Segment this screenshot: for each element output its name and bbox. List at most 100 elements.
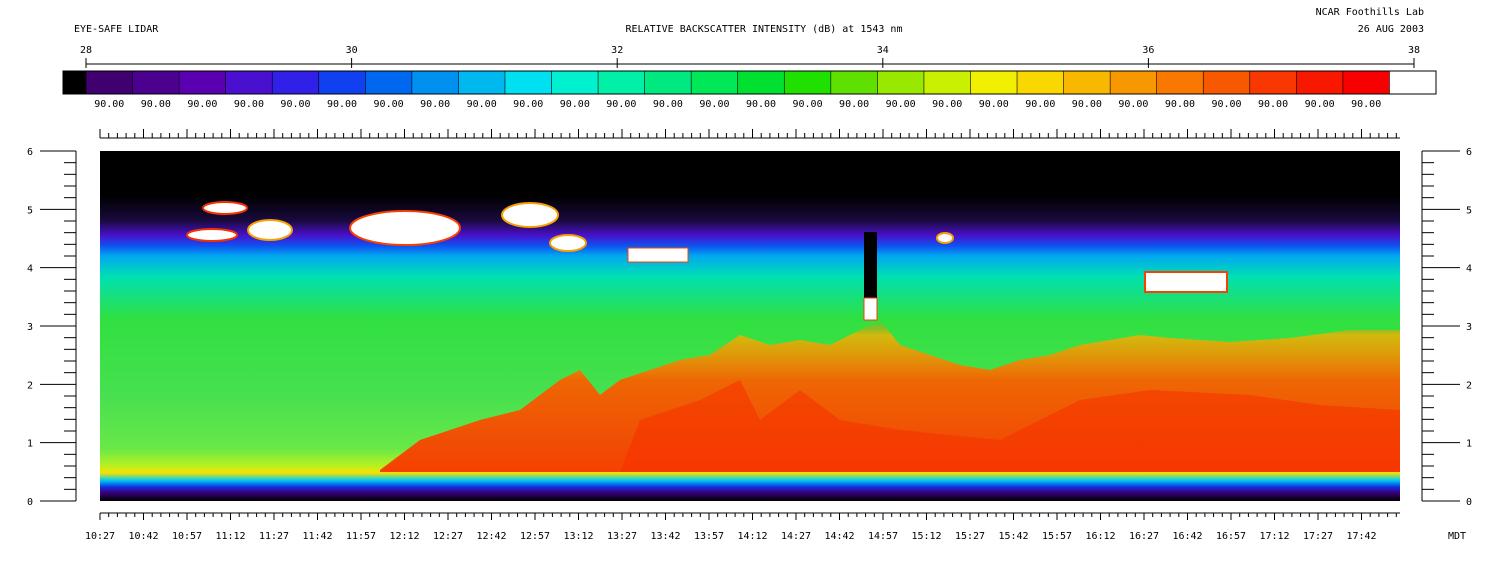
colorbar-bin: [225, 71, 273, 94]
x-axis-label: 15:12: [911, 531, 941, 542]
cloud-6: [549, 234, 587, 252]
colorbar-bin-label: 90.00: [94, 99, 124, 110]
colorbar-bin: [1063, 71, 1111, 94]
cloud-9: [936, 232, 954, 244]
colorbar-scale: 28 30 32 34 36 38: [80, 45, 1420, 68]
colorbar-bin-label: 90.00: [606, 99, 636, 110]
x-axis-label: 15:27: [955, 531, 985, 542]
colorbar-bin: [551, 71, 599, 94]
colorbar-bin-label: 90.00: [234, 99, 264, 110]
colorbar-bins: [62, 71, 1437, 94]
colorbar-bin-label: 90.00: [420, 99, 450, 110]
y-axis-left: 0 1 2 3 4 5 6: [27, 147, 77, 508]
y-axis-label: 0: [27, 497, 33, 508]
colorbar-bin: [830, 71, 878, 94]
colorbar-bin: [63, 71, 87, 94]
colorbar-bin: [132, 71, 180, 94]
colorbar-values: 90.00 90.00 90.00 90.00 90.00 90.00 90.00 90.00…: [94, 99, 1381, 110]
cloud-4: [349, 210, 461, 246]
colorbar-bin: [1249, 71, 1297, 94]
x-axis-label: 12:57: [520, 531, 550, 542]
colorbar-bin-label: 90.00: [1025, 99, 1055, 110]
colorbar-scale-label: 36: [1142, 45, 1154, 56]
x-axis-label: 14:42: [824, 531, 854, 542]
data-gap-base: [863, 297, 878, 321]
colorbar-bin: [1156, 71, 1204, 94]
x-axis-label: 14:12: [737, 531, 767, 542]
x-axis-label: 16:42: [1172, 531, 1202, 542]
x-axis-bottom: 10:27 10:42 10:57 11:12 11:27 11:42 11:57 12:12…: [85, 512, 1400, 542]
colorbar-scale-label: 38: [1408, 45, 1420, 56]
date-label: 26 AUG 2003: [1358, 24, 1424, 35]
colorbar-bin-label: 90.00: [792, 99, 822, 110]
colorbar-bin: [1296, 71, 1344, 94]
colorbar-frame: [62, 70, 1437, 95]
y-axis-label: 1: [1466, 439, 1472, 450]
colorbar-bin: [877, 71, 925, 94]
colorbar-bin: [411, 71, 460, 94]
colorbar-bin: [1342, 71, 1391, 94]
x-axis-top: [99, 129, 1400, 139]
chart-title: RELATIVE BACKSCATTER INTENSITY (dB) at 1…: [626, 24, 903, 35]
colorbar-bin: [86, 71, 134, 94]
colorbar-bin: [691, 71, 739, 94]
colorbar-bin: [923, 71, 972, 94]
x-axis-label: 16:27: [1129, 531, 1159, 542]
boundary-layer-core: [620, 380, 1400, 472]
cloud-2: [186, 228, 238, 242]
cloud-8: [1144, 271, 1228, 293]
colorbar-scale-label: 28: [80, 45, 92, 56]
x-axis-label: 13:12: [563, 531, 593, 542]
x-axis-label: 12:12: [389, 531, 419, 542]
plot-area: [100, 151, 1400, 501]
colorbar-bin-label: 90.00: [187, 99, 217, 110]
colorbar-bin: [179, 71, 227, 94]
colorbar-bin: [365, 71, 413, 94]
colorbar-bin-label: 90.00: [653, 99, 683, 110]
colorbar-bin: [737, 71, 785, 94]
x-axis-label: 10:42: [128, 531, 158, 542]
colorbar-bin-label: 90.00: [560, 99, 590, 110]
colorbar-scale-label: 32: [611, 45, 623, 56]
y-axis-label: 2: [27, 380, 33, 391]
y-axis-label: 3: [1466, 322, 1472, 333]
colorbar-bin-label: 90.00: [1351, 99, 1381, 110]
colorbar-bin-label: 90.00: [374, 99, 404, 110]
x-axis-label: 12:42: [476, 531, 506, 542]
x-axis-label: 15:42: [998, 531, 1028, 542]
colorbar-scale-label: 34: [877, 45, 889, 56]
x-axis-label: 10:57: [172, 531, 202, 542]
colorbar-bin-label: 90.00: [513, 99, 543, 110]
colorbar-bin-label: 90.00: [1258, 99, 1288, 110]
colorbar-bin: [644, 71, 692, 94]
x-axis-label: 17:27: [1303, 531, 1333, 542]
colorbar-bin: [1110, 71, 1158, 94]
colorbar-bin-label: 90.00: [327, 99, 357, 110]
x-axis-label: 11:42: [302, 531, 332, 542]
colorbar-bin: [1017, 71, 1065, 94]
colorbar-bin-label: 90.00: [467, 99, 497, 110]
x-axis-label: 17:12: [1259, 531, 1289, 542]
y-axis-label: 3: [27, 322, 33, 333]
x-axis-label: 17:42: [1346, 531, 1376, 542]
x-axis-label: 11:12: [215, 531, 245, 542]
colorbar-bin: [318, 71, 366, 94]
colorbar-bin-label: 90.00: [839, 99, 869, 110]
x-axis-label: 13:42: [650, 531, 680, 542]
y-axis-label: 6: [27, 147, 33, 158]
cloud-1: [202, 201, 248, 215]
x-axis-label: 10:27: [85, 531, 115, 542]
y-axis-label: 5: [27, 205, 33, 216]
colorbar-bin-label: 90.00: [746, 99, 776, 110]
colorbar-scale-label: 30: [346, 45, 358, 56]
instrument-title: EYE-SAFE LIDAR: [74, 24, 159, 35]
x-axis-label: 14:27: [781, 531, 811, 542]
cloud-7: [627, 247, 689, 263]
colorbar-bin: [1389, 71, 1437, 94]
y-axis-label: 0: [1466, 497, 1472, 508]
data-gap: [864, 232, 877, 298]
y-axis-right: 0 1 2 3 4 5 6: [1421, 147, 1472, 508]
colorbar-bin: [272, 71, 320, 94]
colorbar-bin-label: 90.00: [1072, 99, 1102, 110]
